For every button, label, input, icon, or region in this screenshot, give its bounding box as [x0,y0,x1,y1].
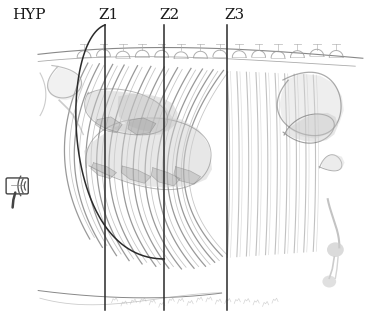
Circle shape [322,276,336,288]
Text: HYP: HYP [12,8,45,22]
Text: Z3: Z3 [225,8,245,22]
Polygon shape [85,90,172,135]
Polygon shape [47,67,83,100]
Polygon shape [174,167,201,184]
Text: Z2: Z2 [160,8,180,22]
Polygon shape [84,117,212,188]
Polygon shape [96,117,122,133]
Text: Z1: Z1 [99,8,119,22]
FancyBboxPatch shape [6,178,28,194]
Circle shape [327,242,344,257]
Polygon shape [280,74,344,139]
Polygon shape [118,94,178,133]
Polygon shape [91,163,117,179]
Polygon shape [128,118,156,135]
Polygon shape [322,154,345,171]
Polygon shape [121,166,151,183]
Polygon shape [151,168,180,186]
Polygon shape [286,113,338,142]
